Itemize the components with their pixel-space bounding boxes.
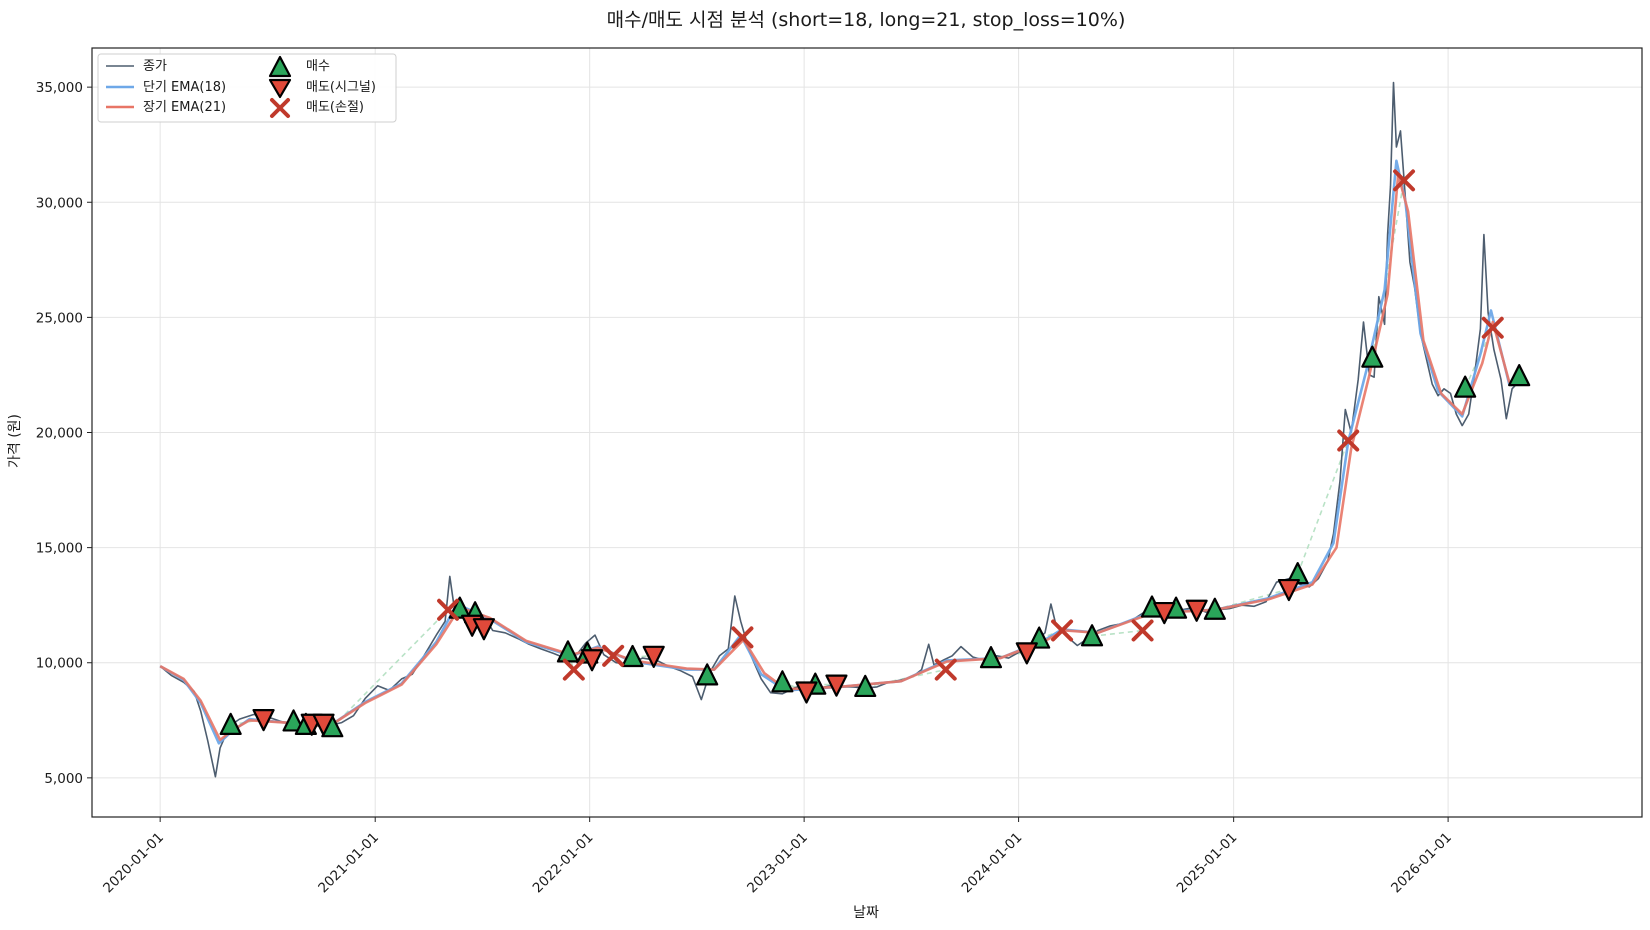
sell-signal-marker [1185, 599, 1208, 622]
sell-stop-marker [731, 626, 754, 649]
y-axis-label: 가격 (원) [7, 414, 23, 468]
sell-stop-stroke [1051, 619, 1074, 642]
sell-stop-stroke [602, 644, 625, 667]
buy-marker [1203, 597, 1226, 620]
sell-stop-stroke [1481, 316, 1504, 339]
sell-stop-marker [1393, 169, 1416, 192]
close-price-line [159, 81, 1525, 778]
buy-marker [979, 646, 1003, 669]
buy-marker [1508, 363, 1531, 387]
buy-marker [448, 596, 471, 619]
x-tick-label: 2021-01-01 [315, 830, 382, 897]
sell-stop-marker [437, 598, 460, 621]
sell-stop-stroke [562, 658, 585, 681]
sell-stop-stroke [437, 598, 460, 621]
y-tick-label: 35,000 [36, 80, 83, 96]
legend-box [97, 53, 397, 123]
y-tick-label: 15,000 [36, 541, 83, 557]
x-tick-label: 2024-01-01 [959, 830, 1026, 897]
buy-marker [282, 709, 305, 732]
sell-signal-marker [825, 674, 848, 697]
buy-marker [1361, 345, 1384, 368]
ema-long-line [159, 173, 1524, 742]
legend-sell-stop-label: 매도(손절) [306, 100, 364, 115]
legend-sell-signal-marker [268, 78, 292, 99]
sell-signal-marker [1015, 642, 1038, 665]
x-axis-label: 날짜 [853, 905, 879, 921]
sell-stop-stroke [1131, 619, 1154, 642]
legend-buy-marker [268, 55, 292, 78]
sell-stop-marker [1051, 619, 1074, 642]
sell-stop-marker [1131, 619, 1154, 642]
y-tick-label: 20,000 [36, 426, 83, 442]
x-axis-ticks: 2020-01-01 2021-01-01 2022-01-01 2023-01-01… [100, 817, 1455, 896]
sell-stop-stroke [1337, 429, 1360, 452]
y-tick-label: 5,000 [44, 771, 83, 787]
legend-sell-stop-marker [270, 98, 290, 118]
legend: 종가 단기 EMA(18) 장기 EMA(21) 매수 매도(시그널) 매도(손… [97, 53, 397, 123]
holding-line [1296, 440, 1349, 575]
buy-marker [854, 674, 877, 698]
x-tick-label: 2025-01-01 [1174, 830, 1241, 897]
legend-sell-signal-label: 매도(시그널) [306, 80, 376, 95]
sell-signal-marker [1277, 578, 1300, 602]
legend-close-label: 종가 [143, 59, 167, 74]
legend-ema-long-label: 장기 EMA(21) [143, 100, 226, 115]
y-tick-label: 10,000 [36, 656, 83, 672]
buy-marker [1454, 375, 1477, 398]
y-tick-label: 25,000 [36, 310, 83, 326]
buy-marker [696, 663, 719, 686]
sell-signal-marker [795, 681, 818, 704]
sell-stop-marker [562, 658, 585, 681]
sell-signal-marker [580, 649, 604, 672]
sell-signal-marker [312, 713, 335, 736]
ema-short-line [159, 159, 1525, 745]
series-layer [159, 81, 1525, 778]
y-tick-label: 30,000 [36, 195, 83, 211]
sell-stop-marker [602, 644, 625, 667]
buy-marker [621, 644, 644, 668]
sell-stop-stroke [934, 658, 957, 681]
sell-signal-marker [642, 645, 665, 668]
chart-title: 매수/매도 시점 분석 (short=18, long=21, stop_los… [607, 9, 1126, 31]
sell-signal-marker [252, 709, 275, 732]
x-tick-label: 2020-01-01 [100, 830, 167, 897]
legend-buy-label: 매수 [306, 59, 330, 74]
sell-stop-marker [934, 658, 957, 681]
sell-signal-marker [1153, 601, 1176, 625]
holding-line [331, 609, 449, 728]
buy-marker [219, 712, 242, 736]
x-tick-label: 2023-01-01 [744, 830, 811, 897]
sell-stop-stroke [731, 626, 754, 649]
holding-period-lines [230, 180, 1494, 728]
legend-ema-short-label: 단기 EMA(18) [143, 80, 226, 95]
sell-stop-stroke [1393, 169, 1416, 192]
trade-markers [219, 169, 1531, 738]
sell-signal-marker [472, 618, 496, 641]
buy-marker [1080, 624, 1104, 647]
sell-stop-marker [1337, 429, 1360, 452]
x-tick-label: 2026-01-01 [1388, 830, 1455, 897]
grid-lines [92, 48, 1642, 817]
buy-marker [771, 670, 794, 693]
sell-stop-marker [1481, 316, 1504, 339]
x-tick-label: 2022-01-01 [530, 830, 597, 897]
y-axis-ticks: 5,000 10,000 15,000 20,000 25,000 30,000 35,00… [36, 80, 92, 787]
